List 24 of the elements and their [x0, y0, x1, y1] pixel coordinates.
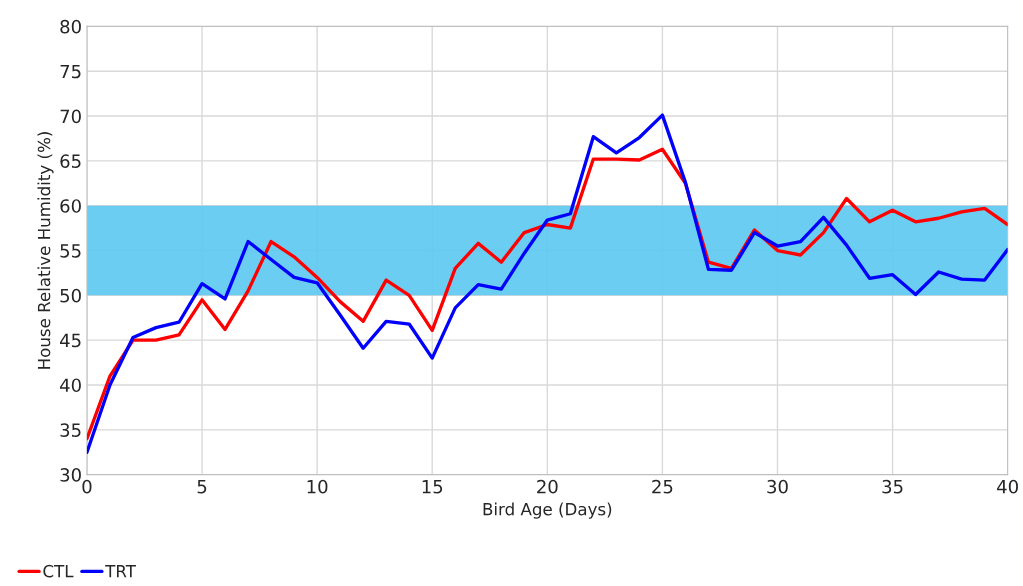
- x-tick-label: 25: [652, 479, 673, 494]
- y-tick-label: 35: [60, 423, 81, 437]
- y-axis-title: House Relative Humidity (%): [37, 132, 54, 369]
- y-tick-label: 45: [60, 333, 81, 348]
- legend-label: CTL: [43, 564, 74, 578]
- legend-label: TRT: [105, 565, 136, 578]
- x-tick-label: 20: [537, 479, 558, 494]
- x-tick-label: 15: [422, 480, 443, 494]
- y-tick-label: 50: [60, 288, 81, 303]
- x-tick-label: 5: [197, 480, 207, 494]
- y-tick-label: 70: [60, 109, 81, 124]
- y-tick-label: 30: [60, 468, 81, 482]
- y-tick-label: 80: [60, 19, 81, 34]
- x-tick-label: 10: [307, 479, 328, 494]
- x-tick-label: 40: [997, 479, 1018, 494]
- x-axis-title: Bird Age (Days): [483, 502, 612, 519]
- y-tick-label: 75: [60, 64, 81, 79]
- y-tick-label: 40: [60, 378, 81, 393]
- x-tick-label: 30: [767, 479, 788, 494]
- y-tick-label: 55: [60, 244, 81, 258]
- x-tick-label: 35: [882, 479, 903, 494]
- y-tick-label: 65: [60, 154, 81, 168]
- y-tick-label: 60: [60, 199, 81, 213]
- x-tick-label: 0: [82, 479, 92, 494]
